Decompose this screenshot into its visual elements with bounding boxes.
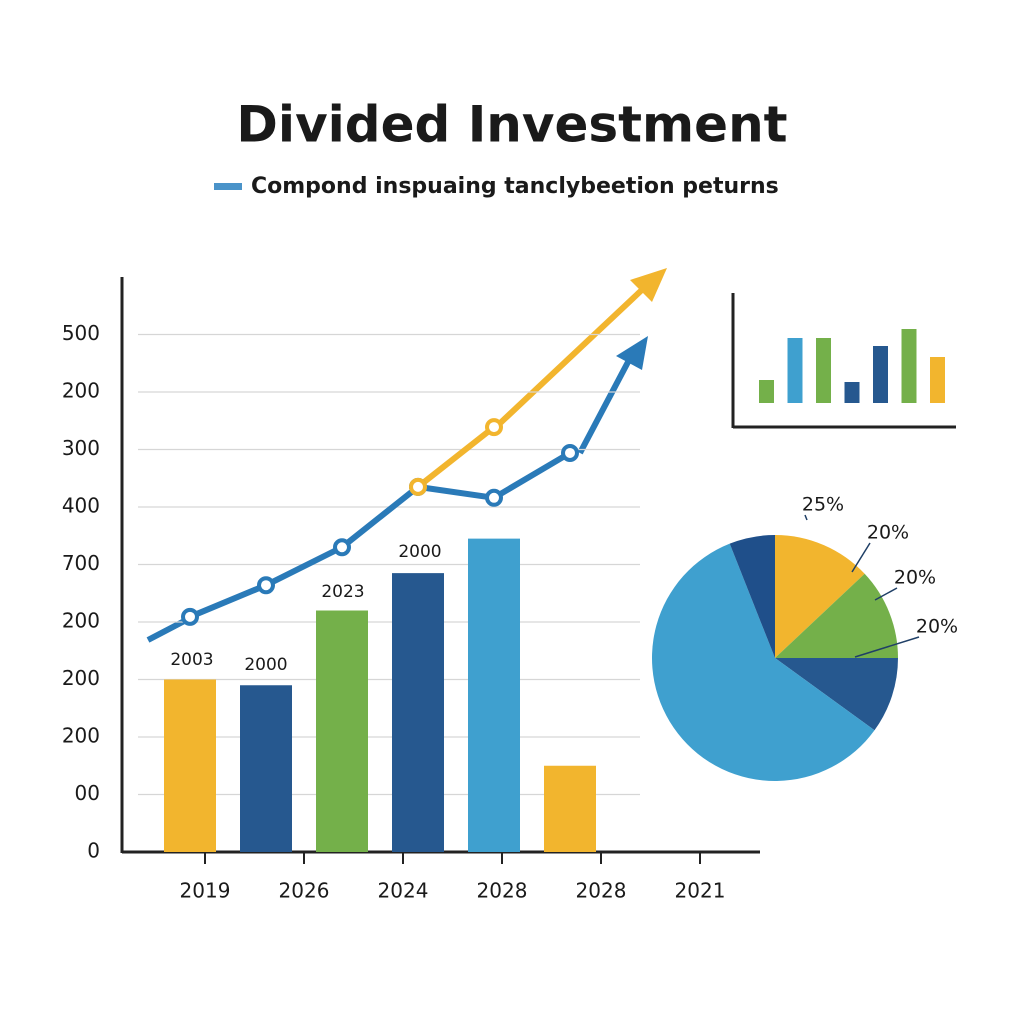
bar [468,538,520,852]
inset-bar [930,357,945,403]
bar-annotation: 2000 [244,655,287,675]
y-tick-label: 00 [75,781,100,805]
y-tick-label: 200 [62,666,100,690]
line-extension [493,284,648,430]
x-tick-label: 2028 [576,879,627,903]
pie-annotation: 20% [894,567,936,589]
line-point [257,576,275,595]
line [416,424,496,490]
y-tick-label: 400 [62,494,100,518]
y-tick-label: 700 [62,551,100,575]
inset-bar [787,338,803,403]
bar [164,679,216,852]
y-tick-label: 200 [62,609,100,633]
line-point [485,418,503,437]
x-tick-label: 2024 [378,879,429,903]
bar [240,685,292,852]
chart-title: Divided Investment [236,96,787,154]
y-tick-label: 500 [62,321,100,345]
line-extension [577,360,631,455]
pie-slice [775,535,865,658]
pie-slice [775,573,898,658]
line-point [485,488,503,507]
leader-line [804,514,808,521]
pie-slice [775,658,898,731]
inset-bar [873,346,888,403]
leader-line [874,587,898,601]
bar-annotation: 2023 [321,582,364,602]
inset-bar [844,382,860,403]
y-tick-label: 0 [87,839,100,863]
y-tick-label: 200 [62,724,100,748]
inset-bar [816,338,831,403]
bar [392,573,444,852]
x-tick-label: 2026 [279,879,330,903]
inset-bar [901,329,917,403]
line [188,450,572,620]
x-tick-label: 2028 [477,879,528,903]
x-tick-label: 2019 [180,879,231,903]
pie-annotation: 20% [916,616,958,638]
legend-swatch [214,183,242,190]
leader-line [854,636,920,658]
pie-slice [652,543,875,781]
legend-label: Compond inspuaing tanclybeetion peturns [251,174,779,199]
pie-annotation: 20% [867,522,909,544]
inset-bar [759,380,774,403]
pie-slice [729,535,775,658]
bar-annotation: 2000 [398,542,441,562]
pie-annotation: 25% [802,494,844,516]
y-tick-label: 200 [62,379,100,403]
bar [316,610,368,852]
line-point [409,477,427,496]
bar [544,765,596,852]
line-point [333,538,351,557]
x-tick-label: 2021 [675,879,726,903]
arrow-head [616,336,648,370]
leader-line [851,542,871,573]
y-tick-label: 300 [62,436,100,460]
line-point [181,607,199,626]
line-point [561,443,579,462]
bar-annotation: 2003 [170,650,213,670]
arrow-head [630,268,667,302]
